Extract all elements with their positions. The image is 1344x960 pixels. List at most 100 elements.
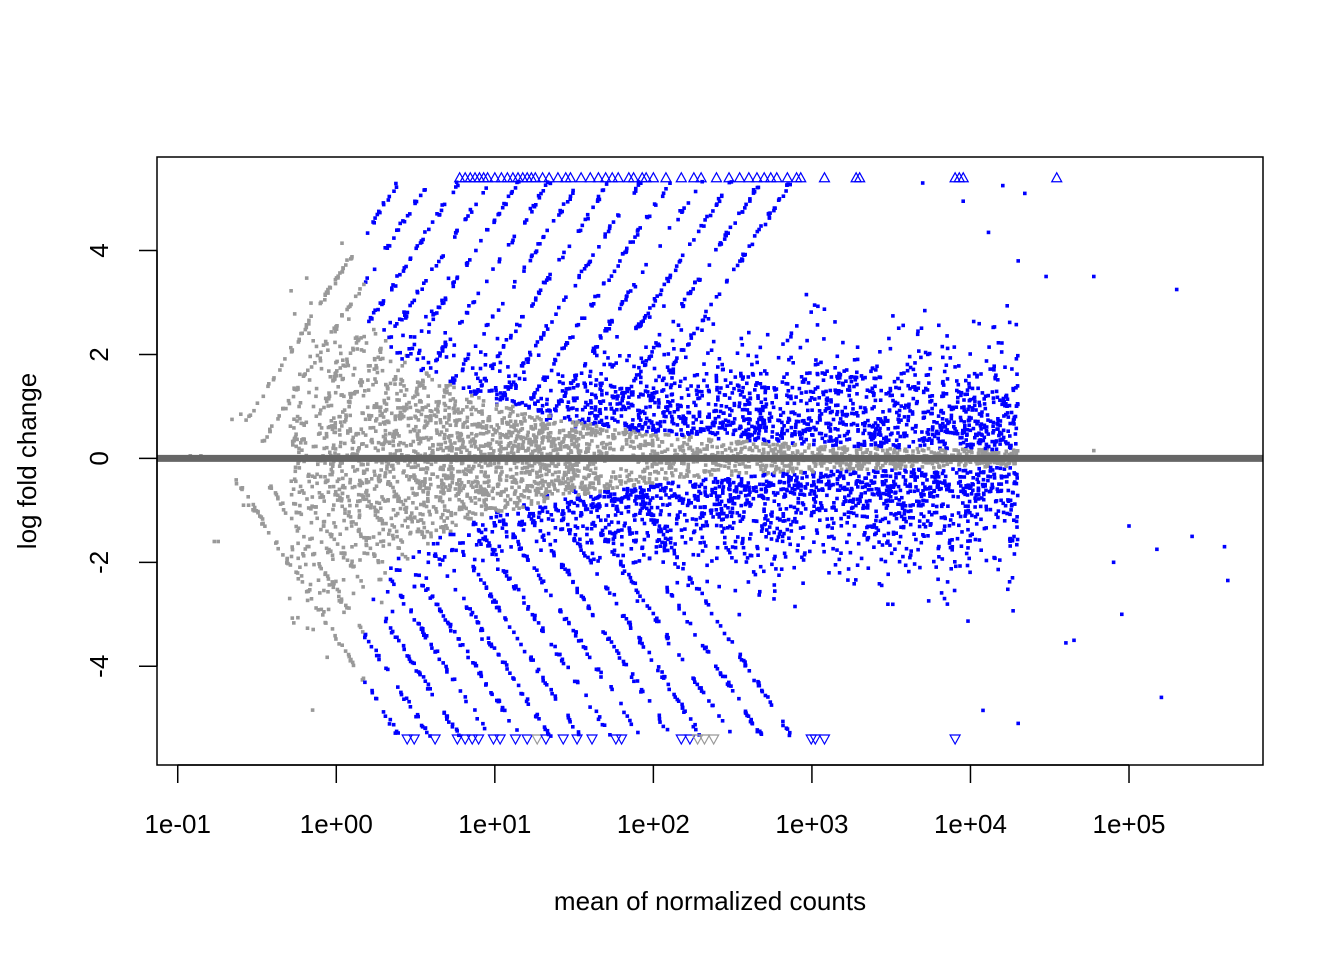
data-point (884, 488, 889, 493)
data-point (543, 378, 547, 382)
data-point (656, 405, 661, 409)
data-point (445, 428, 449, 432)
data-point (580, 487, 585, 491)
data-point (845, 467, 850, 471)
data-point (356, 499, 360, 504)
data-point (752, 488, 756, 493)
data-point (723, 503, 728, 508)
data-point (674, 264, 679, 268)
data-point (715, 556, 719, 561)
data-point (600, 188, 605, 193)
data-point (968, 510, 972, 515)
data-point (549, 388, 553, 393)
data-point (377, 657, 381, 662)
data-point (1015, 525, 1019, 529)
data-point (864, 505, 869, 510)
data-point (440, 203, 444, 207)
data-point (388, 626, 393, 630)
data-point (343, 507, 347, 512)
data-point (511, 238, 515, 243)
data-point (637, 423, 641, 428)
data-point (788, 490, 793, 495)
data-point (451, 190, 456, 195)
data-point (329, 419, 334, 423)
data-point (663, 449, 667, 453)
data-point (615, 649, 619, 653)
data-point (613, 513, 618, 517)
data-point (969, 449, 973, 453)
data-point (990, 449, 994, 454)
data-point (904, 470, 908, 474)
data-point (413, 403, 418, 407)
data-point (672, 410, 677, 414)
data-point (835, 488, 840, 492)
data-point (345, 360, 349, 364)
data-point (996, 451, 1001, 455)
data-point (1010, 576, 1015, 580)
data-point (268, 427, 272, 432)
data-point (834, 443, 838, 447)
data-point (429, 462, 434, 467)
data-point (322, 446, 326, 451)
data-point (960, 447, 965, 452)
data-point (812, 303, 817, 307)
data-point (591, 422, 595, 426)
data-point (935, 531, 940, 535)
data-point (627, 435, 632, 440)
data-point (651, 611, 656, 616)
data-point (415, 289, 419, 294)
data-point (780, 461, 785, 465)
data-point (470, 610, 475, 615)
data-point (438, 420, 443, 425)
data-point (689, 336, 694, 340)
data-point (924, 373, 929, 377)
data-point (654, 545, 659, 549)
data-point (503, 433, 507, 438)
data-point (895, 410, 899, 415)
data-point (346, 363, 351, 368)
data-point (451, 474, 455, 478)
data-point (564, 295, 568, 299)
data-point (955, 536, 960, 541)
data-point (545, 228, 549, 233)
data-point (456, 469, 460, 474)
data-point (456, 435, 460, 440)
data-point (701, 318, 706, 322)
data-point (452, 385, 456, 390)
data-point (482, 444, 486, 448)
data-point (333, 281, 338, 286)
data-point (501, 519, 506, 523)
data-point (340, 461, 344, 465)
data-point (406, 416, 411, 421)
data-point (398, 448, 402, 453)
data-point (495, 392, 499, 397)
data-point (791, 466, 795, 470)
data-point (596, 294, 600, 298)
data-point (573, 423, 577, 428)
data-point (837, 571, 842, 575)
data-point (300, 448, 304, 452)
data-point (576, 680, 580, 685)
data-point (247, 414, 251, 419)
data-point (351, 435, 355, 440)
data-point (261, 394, 266, 399)
data-point (333, 371, 337, 376)
data-point (486, 544, 490, 548)
data-point (638, 508, 643, 513)
data-point (325, 529, 329, 534)
data-point (286, 561, 290, 566)
data-point (694, 417, 698, 422)
data-point (587, 655, 592, 660)
data-point (487, 444, 491, 448)
data-point (634, 502, 639, 506)
data-point (396, 494, 400, 499)
data-point (584, 450, 588, 455)
data-point (975, 422, 979, 426)
data-point (818, 501, 823, 505)
data-point (571, 470, 576, 474)
data-point (561, 661, 566, 666)
data-point (603, 232, 607, 236)
data-point (960, 530, 964, 534)
data-point (467, 304, 471, 308)
data-point (576, 495, 581, 499)
